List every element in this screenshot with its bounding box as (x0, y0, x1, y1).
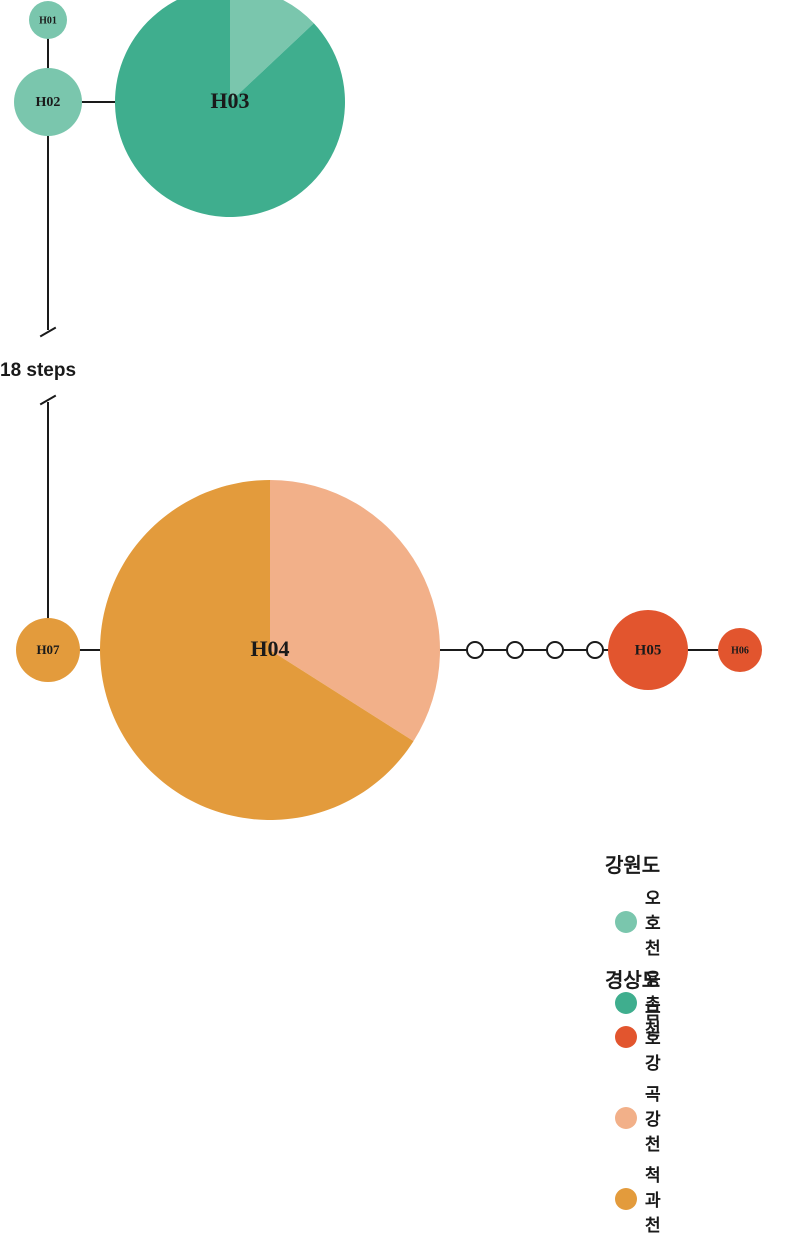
legend-swatch (615, 1026, 637, 1048)
haplotype-node-h04: H04 (100, 480, 440, 820)
haplotype-node-h07: H07 (16, 618, 80, 682)
haplotype-node-h03: H03 (115, 0, 345, 217)
node-label: H04 (250, 636, 289, 661)
intermediate-node (507, 642, 523, 658)
intermediate-node (587, 642, 603, 658)
legend-item: 척과천 (615, 1161, 661, 1236)
legend-group-title: 강원도 (605, 849, 661, 878)
node-label: H06 (731, 645, 749, 656)
legend-item: 곡강천 (615, 1080, 661, 1155)
node-label: H01 (39, 15, 57, 26)
legend-swatch (615, 1107, 637, 1129)
haplotype-node-h05: H05 (608, 610, 688, 690)
haplotype-node-h02: H02 (14, 68, 82, 136)
intermediate-node (547, 642, 563, 658)
node-label: H05 (635, 642, 662, 658)
intermediate-node (467, 642, 483, 658)
haplotype-node-h01: H01 (29, 1, 67, 39)
legend-label: 척과천 (645, 1161, 661, 1236)
legend-group: 경상도금호강곡강천척과천 (605, 964, 661, 1236)
node-label: H02 (36, 95, 61, 110)
haplotype-node-h06: H06 (718, 628, 762, 672)
node-label: H03 (210, 88, 249, 113)
legend-label: 곡강천 (645, 1080, 661, 1155)
legend-label: 오호천 (645, 884, 661, 959)
network-svg: H01 H02 H03 H07 H04 H05 H06 (0, 0, 788, 829)
haplotype-network-diagram: H01H02H03H07H04H05H06 강원도오호천용촌천경상도금호강곡강천… (0, 0, 788, 829)
legend-item: 금호강 (615, 999, 661, 1074)
legend-item: 오호천 (615, 884, 661, 959)
legend-swatch (615, 911, 637, 933)
legend-swatch (615, 1188, 637, 1210)
legend-label: 금호강 (645, 999, 661, 1074)
legend-group-title: 경상도 (605, 964, 661, 993)
node-label: H07 (36, 642, 60, 657)
steps-label: 18 steps (0, 360, 76, 382)
